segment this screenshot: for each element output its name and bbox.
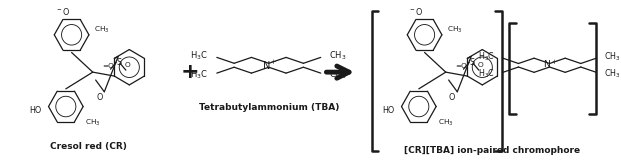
Text: =O: =O (102, 63, 114, 69)
Text: O: O (96, 93, 102, 102)
Text: H$_3$C: H$_3$C (478, 68, 495, 80)
Text: CH$_3$: CH$_3$ (94, 24, 110, 35)
Text: HO: HO (29, 106, 42, 115)
Text: O: O (125, 62, 130, 68)
Text: N$^+$: N$^+$ (262, 59, 278, 72)
Text: H$_3$C: H$_3$C (191, 69, 208, 81)
Text: CH$_3$: CH$_3$ (604, 50, 620, 63)
Text: Tetrabutylammonium (TBA): Tetrabutylammonium (TBA) (199, 103, 339, 112)
Text: [CR][TBA] ion-paired chromophore: [CR][TBA] ion-paired chromophore (404, 146, 580, 155)
Text: CH$_3$: CH$_3$ (329, 49, 347, 62)
Text: CH$_3$: CH$_3$ (447, 24, 463, 35)
Text: S: S (117, 58, 122, 67)
Text: $^-$O: $^-$O (55, 6, 71, 17)
Text: Cresol red (CR): Cresol red (CR) (50, 142, 127, 151)
Text: N$^+$: N$^+$ (543, 59, 558, 71)
Text: HO: HO (383, 106, 394, 115)
Text: $^-$O: $^-$O (409, 6, 424, 17)
Text: CH$_3$: CH$_3$ (604, 68, 620, 80)
Text: O: O (449, 93, 455, 102)
Text: CH$_3$: CH$_3$ (329, 69, 347, 81)
Text: S: S (469, 58, 474, 67)
Text: CH$_3$: CH$_3$ (85, 117, 101, 128)
Text: H$_3$C: H$_3$C (478, 50, 495, 63)
Text: H$_3$C: H$_3$C (191, 49, 208, 62)
Text: CH$_3$: CH$_3$ (438, 117, 453, 128)
Text: O: O (478, 62, 484, 68)
Text: +: + (181, 62, 199, 82)
Text: =O: =O (456, 63, 468, 69)
